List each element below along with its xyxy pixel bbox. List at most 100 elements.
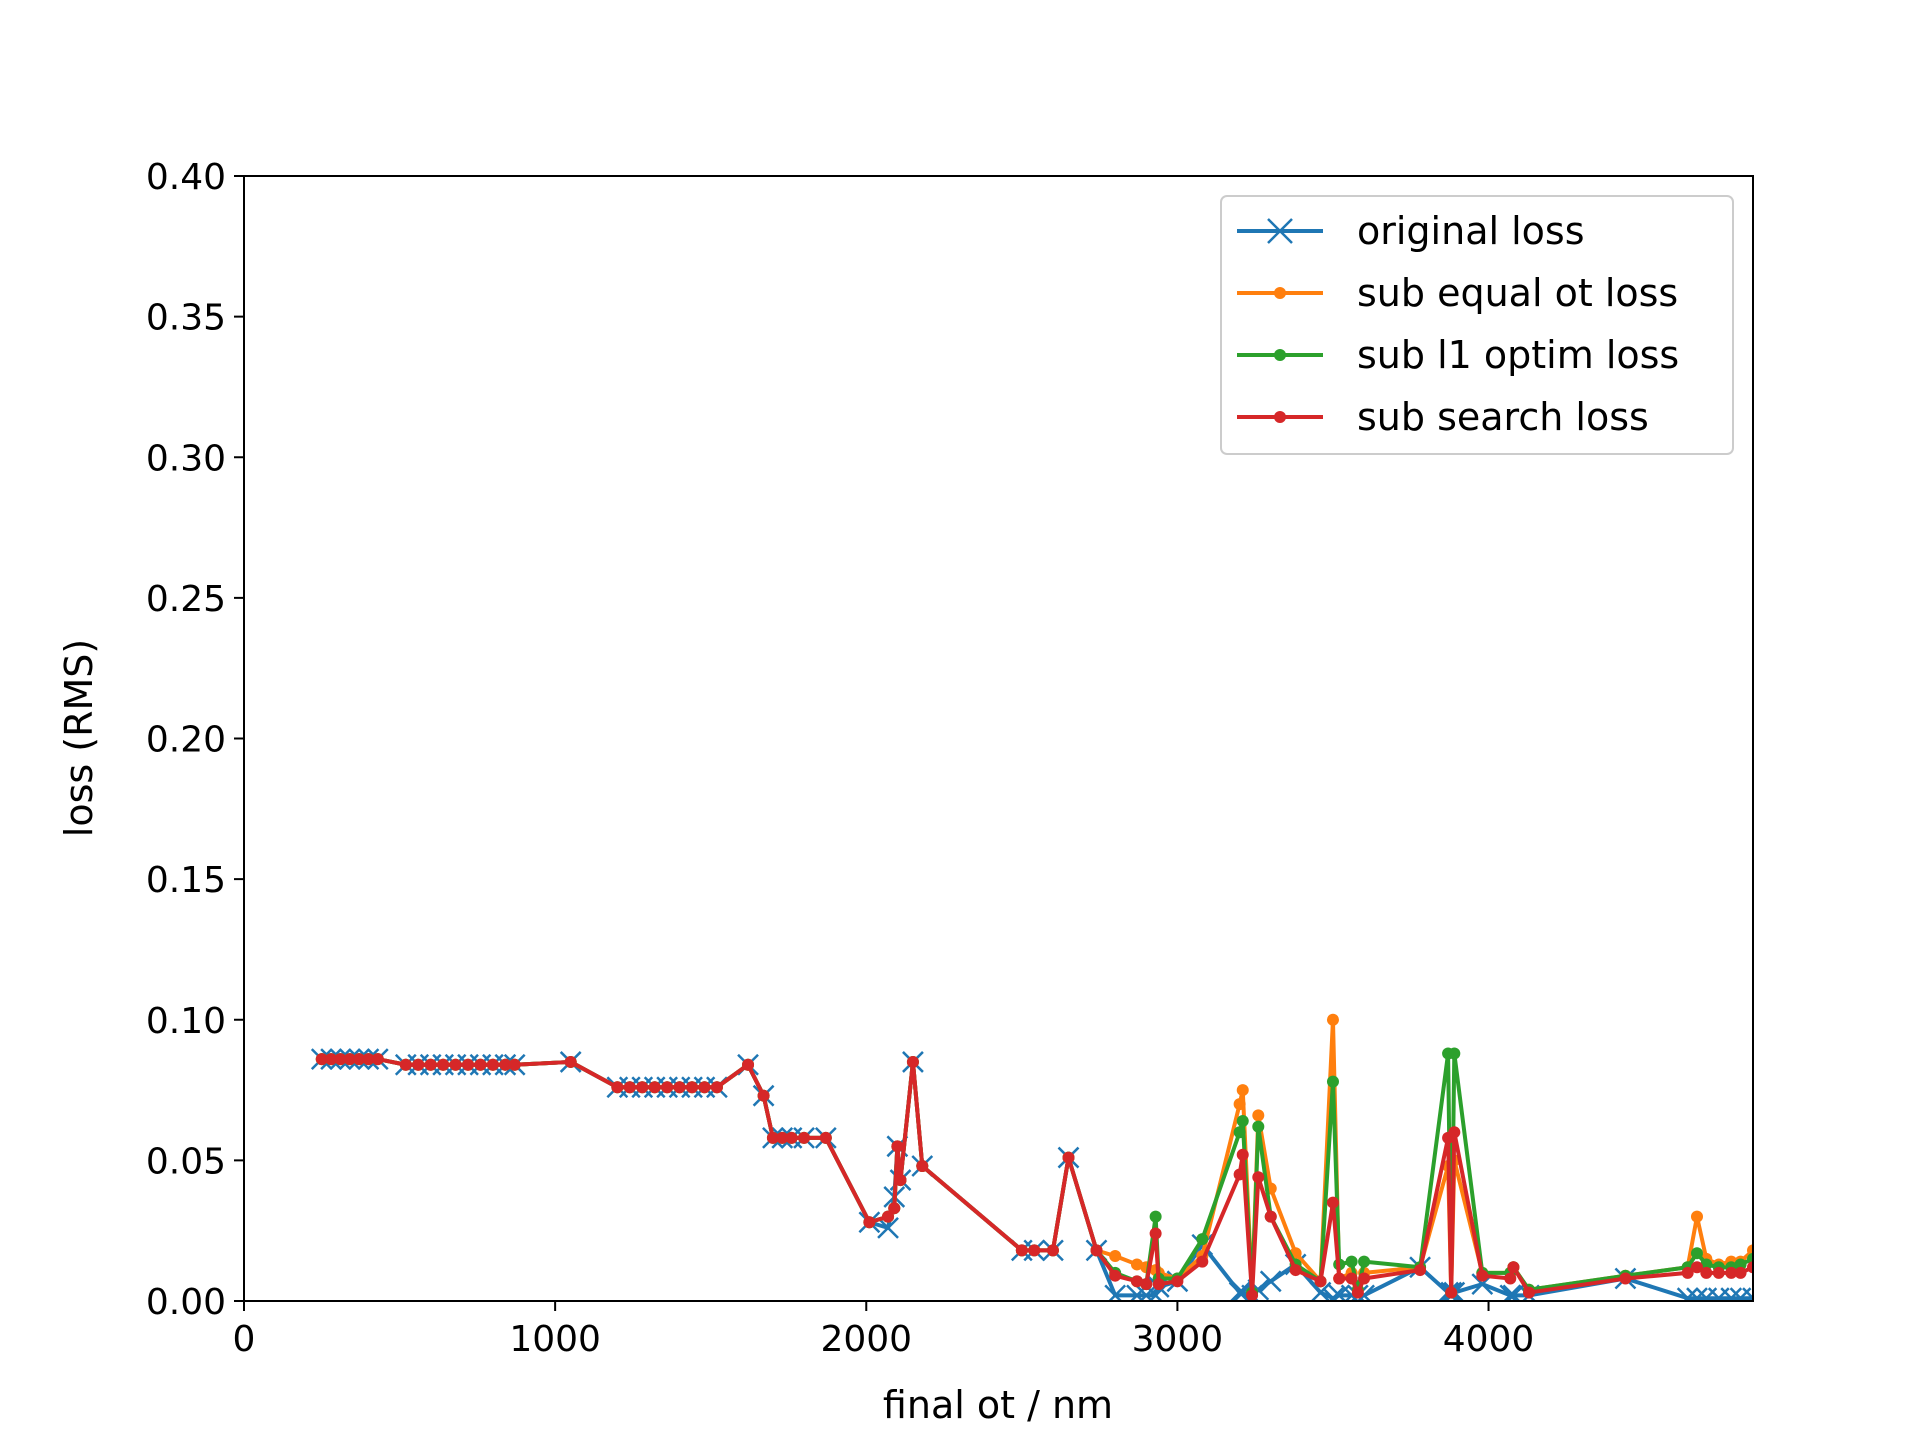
data-point-marker: [1686, 1287, 1708, 1301]
data-point-marker: [325, 1053, 338, 1066]
data-point-marker: [1712, 1266, 1725, 1279]
data-point-marker: [742, 1058, 755, 1071]
data-point-marker: [1448, 1047, 1461, 1060]
data-point-marker: [1130, 1275, 1143, 1288]
data-point-marker: [1259, 1270, 1282, 1293]
data-point-marker: [474, 1058, 487, 1071]
data-point-marker: [1252, 1109, 1265, 1122]
data-point-marker: [863, 1216, 876, 1229]
data-point-marker: [1274, 349, 1286, 361]
data-point-marker: [894, 1174, 907, 1187]
data-point-marker: [798, 1131, 811, 1144]
data-point-marker: [1252, 1120, 1265, 1133]
data-point-marker: [1499, 1284, 1522, 1301]
data-point-marker: [1700, 1266, 1713, 1279]
data-point-marker: [315, 1053, 328, 1066]
data-point-marker: [1062, 1151, 1075, 1164]
data-point-marker: [1140, 1278, 1153, 1291]
data-point-marker: [1322, 1287, 1344, 1301]
data-point-marker: [1135, 1284, 1158, 1301]
data-point-marker: [343, 1053, 356, 1066]
x-tick-label: 3000: [1132, 1319, 1224, 1360]
data-point-marker: [1414, 1264, 1427, 1277]
x-tick-label: 1000: [509, 1319, 601, 1360]
y-tick-label: 0.15: [146, 860, 226, 901]
data-point-marker: [1104, 1284, 1127, 1301]
data-point-marker: [1725, 1266, 1738, 1279]
data-point-marker: [1246, 1289, 1259, 1301]
data-point-marker: [1233, 1126, 1246, 1139]
data-point-marker: [1130, 1258, 1143, 1271]
data-point-marker: [462, 1058, 475, 1071]
data-point-marker: [1690, 1247, 1703, 1260]
x-axis-ticks: 0 1000 2000 3000 4000: [233, 1301, 1534, 1360]
y-tick-label: 0.30: [146, 438, 226, 479]
data-point-marker: [362, 1053, 375, 1066]
data-point-marker: [334, 1053, 347, 1066]
legend-box: [1220, 195, 1734, 455]
data-point-marker: [766, 1131, 779, 1144]
legend-label: original loss: [1357, 209, 1585, 253]
data-point-marker: [1345, 1255, 1358, 1268]
x-tick-label: 0: [233, 1319, 256, 1360]
data-point-marker: [1326, 1013, 1339, 1026]
data-point-marker: [1228, 1281, 1251, 1301]
data-point-marker: [508, 1058, 521, 1071]
data-point-marker: [1109, 1269, 1122, 1282]
data-point-marker: [1734, 1266, 1747, 1279]
data-point-marker: [1700, 1258, 1713, 1271]
series-layer: [310, 1013, 1753, 1301]
data-point-marker: [1149, 1210, 1162, 1223]
legend-label: sub equal ot loss: [1357, 271, 1678, 315]
data-point-marker: [916, 1160, 929, 1172]
data-point-marker: [636, 1081, 649, 1094]
data-point-marker: [1676, 1287, 1699, 1301]
data-point-marker: [1504, 1272, 1517, 1285]
data-point-marker: [1236, 1148, 1249, 1161]
data-point-marker: [1720, 1287, 1743, 1301]
data-point-marker: [424, 1058, 437, 1071]
data-point-marker: [888, 1202, 901, 1215]
y-tick-label: 0.10: [146, 1001, 226, 1042]
data-point-marker: [1345, 1272, 1358, 1285]
data-point-marker: [1109, 1250, 1122, 1262]
data-point-marker: [1742, 1287, 1753, 1301]
data-point-marker: [906, 1055, 919, 1068]
data-point-marker: [499, 1058, 512, 1071]
data-point-marker: [819, 1131, 832, 1144]
data-point-marker: [1314, 1275, 1327, 1288]
legend-label: sub search loss: [1357, 395, 1649, 439]
data-point-marker: [1028, 1244, 1041, 1257]
data-point-marker: [1046, 1244, 1059, 1257]
data-point-marker: [1309, 1281, 1332, 1301]
data-point-marker: [1476, 1269, 1489, 1282]
data-point-marker: [1333, 1272, 1346, 1285]
data-point-marker: [1252, 1171, 1265, 1184]
data-point-marker: [399, 1058, 412, 1071]
y-tick-label: 0.20: [146, 720, 226, 761]
x-axis-label: final ot / nm: [883, 1383, 1113, 1427]
data-point-marker: [877, 1216, 899, 1239]
data-point-marker: [623, 1081, 636, 1094]
data-point-marker: [1747, 1261, 1753, 1274]
data-point-marker: [1196, 1255, 1209, 1268]
data-point-marker: [882, 1210, 895, 1223]
data-point-marker: [371, 1053, 384, 1066]
data-point-marker: [437, 1058, 450, 1071]
y-tick-label: 0.35: [146, 298, 226, 339]
data-point-marker: [412, 1058, 425, 1071]
y-tick-label: 0.25: [146, 579, 226, 620]
data-point-marker: [673, 1081, 686, 1094]
data-point-marker: [1358, 1255, 1371, 1268]
data-point-marker: [1149, 1227, 1162, 1240]
y-tick-label: 0.00: [146, 1282, 226, 1323]
data-point-marker: [449, 1058, 462, 1071]
data-point-marker: [1522, 1286, 1535, 1299]
data-point-marker: [1448, 1126, 1461, 1139]
data-point-marker: [1351, 1286, 1364, 1299]
series-sub-search-loss: [315, 1053, 1753, 1301]
legend-item: sub equal ot loss: [1237, 271, 1678, 315]
data-point-marker: [353, 1053, 366, 1066]
y-axis-ticks: 0.00 0.05 0.10 0.15 0.20 0.25 0.30 0.35 0.40: [146, 157, 244, 1323]
legend-item: sub l1 optim loss: [1237, 333, 1679, 377]
